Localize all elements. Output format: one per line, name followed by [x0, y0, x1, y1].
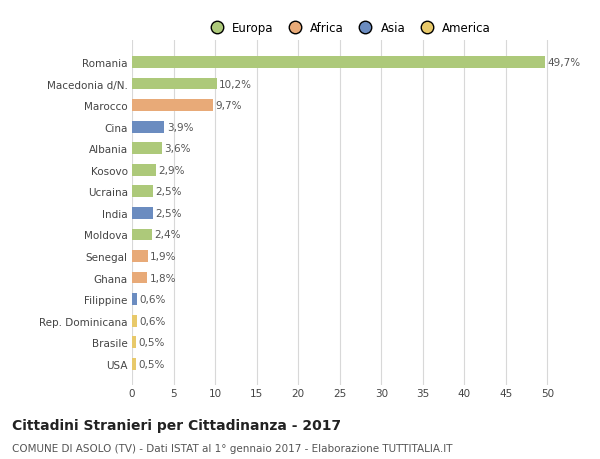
Text: 0,6%: 0,6% [139, 295, 166, 304]
Bar [132, 186, 153, 198]
Bar [132, 251, 148, 263]
Bar [132, 100, 212, 112]
Text: 49,7%: 49,7% [547, 58, 581, 68]
Bar [132, 143, 162, 155]
Text: 2,9%: 2,9% [158, 165, 185, 175]
Text: 1,9%: 1,9% [150, 252, 177, 262]
Text: 1,8%: 1,8% [149, 273, 176, 283]
Bar [132, 272, 147, 284]
Text: 3,9%: 3,9% [167, 123, 193, 132]
Text: COMUNE DI ASOLO (TV) - Dati ISTAT al 1° gennaio 2017 - Elaborazione TUTTITALIA.I: COMUNE DI ASOLO (TV) - Dati ISTAT al 1° … [12, 443, 452, 453]
Text: 0,6%: 0,6% [139, 316, 166, 326]
Bar [132, 122, 164, 133]
Bar [132, 294, 137, 305]
Text: 10,2%: 10,2% [219, 79, 252, 90]
Text: 2,5%: 2,5% [155, 187, 182, 197]
Bar [132, 78, 217, 90]
Bar [132, 207, 153, 219]
Bar [132, 229, 152, 241]
Text: Cittadini Stranieri per Cittadinanza - 2017: Cittadini Stranieri per Cittadinanza - 2… [12, 418, 341, 432]
Legend: Europa, Africa, Asia, America: Europa, Africa, Asia, America [203, 20, 493, 37]
Bar [132, 164, 156, 176]
Text: 9,7%: 9,7% [215, 101, 242, 111]
Bar [132, 57, 545, 69]
Bar [132, 315, 137, 327]
Text: 3,6%: 3,6% [164, 144, 191, 154]
Text: 2,4%: 2,4% [154, 230, 181, 240]
Text: 2,5%: 2,5% [155, 208, 182, 218]
Text: 0,5%: 0,5% [139, 337, 165, 347]
Text: 0,5%: 0,5% [139, 359, 165, 369]
Bar [132, 336, 136, 348]
Bar [132, 358, 136, 370]
